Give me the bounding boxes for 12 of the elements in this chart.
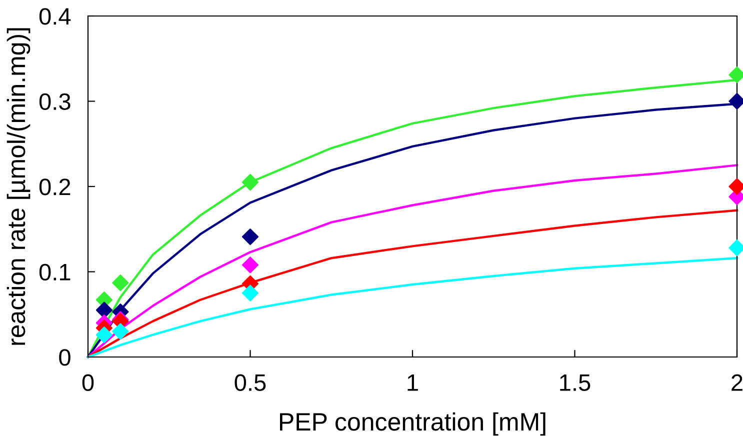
x-tick-label: 1.5 — [560, 374, 590, 392]
y-tick-label: 0.4 — [39, 8, 71, 25]
x-tick-label: 2 — [732, 374, 742, 391]
y-tick-label: 0.3 — [39, 93, 70, 110]
x-axis-title: PEP concentration [mM] — [280, 412, 546, 436]
y-tick-label: 0.2 — [39, 178, 70, 196]
y-tick-label: 0 — [59, 349, 70, 366]
x-tick-label: 1 — [408, 374, 418, 391]
x-tick-label: 0.5 — [234, 374, 266, 392]
y-axis-title: reaction rate [µmol/(min.mg)] — [6, 28, 30, 345]
y-tick-label: 0.1 — [39, 264, 70, 281]
x-tick-label: 0 — [82, 374, 94, 392]
